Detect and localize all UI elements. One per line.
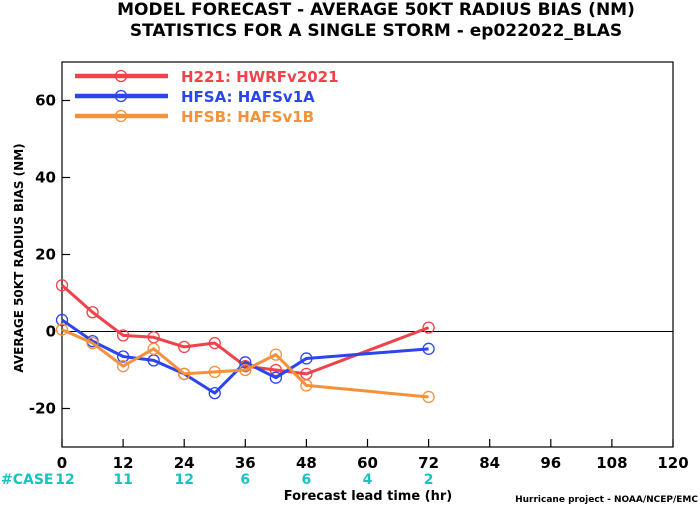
data-point (55, 323, 69, 336)
credit-text: Hurricane project - NOAA/NCEP/EMC (515, 495, 698, 505)
x-tick-label: 12 (113, 454, 134, 472)
legend-marker (114, 89, 128, 103)
series-lines (55, 279, 435, 404)
x-tick-label: 24 (174, 454, 195, 472)
x-tick-label: 72 (418, 454, 439, 472)
legend: H221: HWRFv2021 HFSA: HAFSv1A HFSB: HAFSv1… (75, 68, 339, 126)
data-point (422, 342, 435, 355)
data-point (422, 321, 435, 334)
y-tick-label: 20 (35, 246, 56, 264)
data-point (300, 352, 313, 365)
data-point (178, 340, 191, 354)
data-point (55, 313, 69, 327)
series-line (61, 328, 429, 399)
data-point (422, 390, 435, 404)
case-count: 11 (113, 472, 132, 488)
case-counts: 12 11 12 6 6 4 2 (55, 472, 433, 488)
case-label: #CASE (1, 472, 54, 488)
plot-frame (61, 61, 674, 448)
data-point (178, 367, 191, 381)
chart-title: MODEL FORECAST - AVERAGE 50KT RADIUS BIA… (117, 0, 635, 20)
x-tick-label: 0 (57, 454, 67, 472)
case-count: 12 (55, 472, 74, 488)
legend-label: H221: HWRFv2021 (181, 68, 339, 86)
x-tick-label: 108 (596, 454, 627, 472)
axes: 0 12 24 36 48 60 72 84 96 108 120 -20 0 20 40 60 (29, 92, 689, 473)
case-count: 6 (302, 472, 312, 488)
y-tick-label: -20 (29, 400, 56, 418)
data-point (269, 371, 283, 384)
data-point (147, 342, 160, 355)
case-count: 2 (424, 472, 434, 488)
data-point (55, 279, 69, 292)
case-count: 6 (240, 472, 250, 488)
x-tick-label: 36 (235, 454, 256, 472)
data-point (116, 359, 130, 373)
legend-label: HFSA: HAFSv1A (181, 88, 315, 106)
x-tick-label: 96 (540, 454, 561, 472)
y-axis-label: AVERAGE 50KT RADIUS BIAS (NM) (12, 143, 26, 372)
case-count: 4 (363, 472, 373, 488)
chart-subtitle: STATISTICS FOR A SINGLE STORM - ep022022… (130, 21, 622, 41)
data-point (208, 386, 221, 400)
data-point (269, 363, 283, 377)
y-tick-label: 0 (46, 323, 56, 341)
data-point (208, 365, 221, 379)
data-point (208, 336, 221, 350)
legend-marker (114, 109, 128, 123)
case-count: 12 (174, 472, 193, 488)
x-axis-label: Forecast lead time (hr) (284, 489, 452, 504)
data-point (86, 306, 99, 319)
y-tick-label: 60 (35, 92, 56, 110)
x-tick-label: 120 (657, 454, 688, 472)
legend-label: HFSB: HAFSv1B (181, 108, 314, 126)
x-tick-label: 84 (479, 454, 500, 472)
data-point (239, 356, 252, 369)
data-point (86, 336, 99, 350)
x-tick-label: 48 (296, 454, 317, 472)
legend-marker (114, 69, 128, 83)
y-tick-label: 40 (35, 169, 56, 187)
x-tick-label: 60 (357, 454, 378, 472)
data-point (239, 363, 252, 377)
data-point (269, 348, 283, 361)
data-point (116, 350, 130, 363)
data-point (300, 379, 313, 392)
data-point (116, 329, 130, 342)
